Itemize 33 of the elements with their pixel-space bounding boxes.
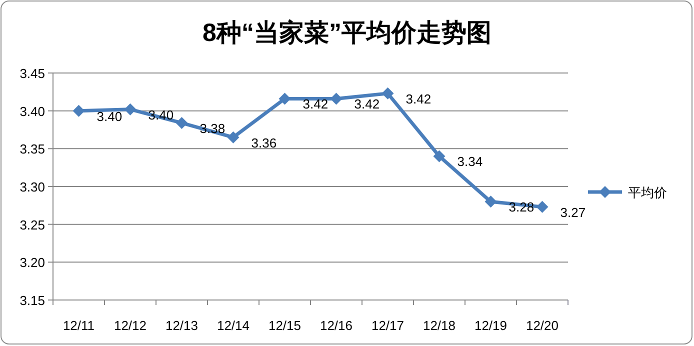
x-tick-label: 12/16 — [320, 318, 353, 333]
x-tick-label: 12/14 — [216, 318, 250, 333]
y-tick-label: 3.15 — [20, 293, 45, 308]
data-label: 3.40 — [96, 108, 122, 124]
x-tick-label: 12/19 — [474, 318, 508, 333]
x-tick-label: 12/13 — [165, 318, 198, 333]
data-label: 3.27 — [560, 204, 586, 220]
y-tick-label: 3.35 — [20, 142, 45, 157]
point — [536, 200, 548, 213]
x-tick-label: 12/15 — [268, 318, 302, 333]
legend-label: 平均价 — [628, 185, 667, 200]
point — [227, 131, 240, 144]
point — [433, 150, 446, 162]
x-tick-label: 12/12 — [114, 318, 147, 333]
data-label: 3.34 — [457, 154, 483, 170]
y-tick-label: 3.25 — [20, 217, 45, 232]
point — [176, 116, 188, 129]
x-tick-label: 12/17 — [371, 318, 404, 333]
data-label: 3.36 — [251, 135, 277, 150]
point — [124, 103, 136, 116]
x-tick-label: 12/18 — [422, 318, 456, 333]
data-label: 3.42 — [406, 91, 432, 106]
y-tick-label: 3.40 — [20, 104, 45, 119]
chart-title: 8种“当家菜”平均价走势图 — [202, 19, 492, 47]
data-label: 3.42 — [354, 96, 380, 112]
x-tick-label: 12/20 — [526, 318, 559, 333]
data-label: 3.42 — [302, 96, 328, 112]
point — [484, 196, 497, 208]
y-tick-label: 3.30 — [20, 180, 45, 194]
x-tick-label: 12/11 — [62, 318, 95, 333]
point — [382, 87, 394, 100]
y-tick-label: 3.45 — [20, 66, 45, 81]
y-tick-label: 3.20 — [20, 255, 45, 270]
